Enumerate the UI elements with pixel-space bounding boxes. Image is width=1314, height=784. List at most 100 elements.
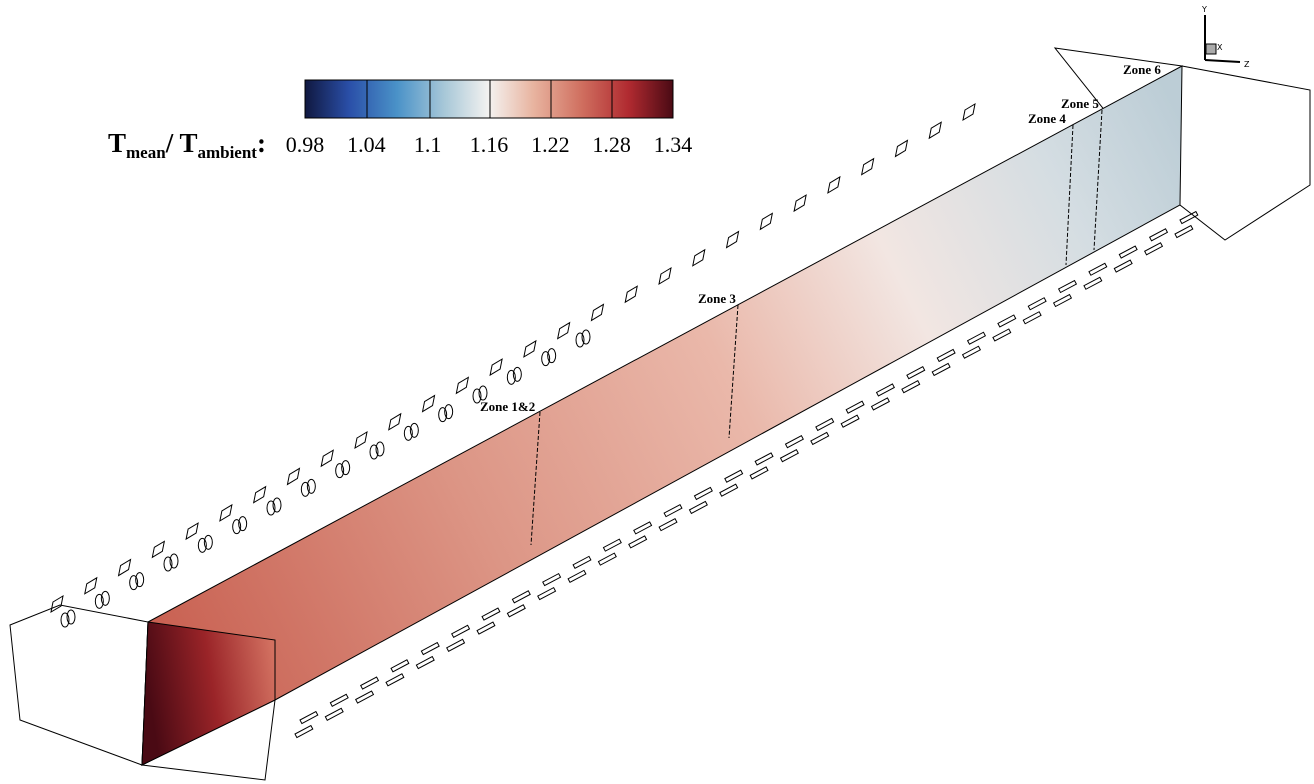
slot — [877, 384, 895, 396]
port — [828, 177, 840, 193]
port — [85, 578, 97, 594]
zone-label: Zone 6 — [1123, 62, 1161, 77]
port — [355, 432, 367, 448]
slot — [1145, 243, 1163, 255]
slot — [634, 522, 652, 534]
slot — [598, 553, 616, 565]
slot — [452, 625, 470, 637]
port — [254, 487, 266, 503]
port — [51, 596, 63, 612]
tick-label: 1.16 — [470, 132, 509, 157]
tick-label: 1.22 — [531, 132, 570, 157]
port — [895, 140, 907, 156]
port — [591, 304, 603, 320]
slot — [720, 484, 738, 496]
colorbar-label: Tmean/ Tambient: — [108, 128, 266, 162]
tick-label: 0.98 — [286, 132, 325, 157]
axis-label: Z — [1244, 60, 1250, 69]
port — [929, 122, 941, 138]
slot — [507, 605, 525, 617]
slot — [1059, 281, 1077, 293]
slot — [482, 608, 500, 620]
slot — [725, 470, 743, 482]
axis-label: X — [1217, 43, 1223, 52]
colorbar-ticks: 0.98 1.04 1.1 1.16 1.22 1.28 1.34 — [286, 132, 693, 157]
port — [186, 523, 198, 539]
slot — [968, 332, 986, 344]
port — [456, 377, 468, 393]
slot — [391, 660, 409, 672]
slot — [998, 315, 1016, 327]
port — [760, 213, 772, 229]
slot — [811, 432, 829, 444]
port — [287, 468, 299, 484]
slot — [1119, 246, 1137, 258]
tick-label: 1.04 — [347, 132, 386, 157]
port — [389, 414, 401, 430]
tick-label: 1.1 — [414, 132, 442, 157]
slot — [1054, 295, 1072, 307]
port — [119, 560, 131, 576]
slot — [421, 643, 439, 655]
port — [423, 396, 435, 412]
label-part: T — [108, 128, 126, 158]
page: {"colorbar": {"label": {"symbol": "T", "… — [0, 0, 1314, 784]
slot — [512, 591, 530, 603]
port — [625, 286, 637, 302]
colorbar — [305, 80, 673, 118]
port — [321, 450, 333, 466]
label-part: : — [257, 128, 266, 158]
slot — [907, 367, 925, 379]
port — [659, 268, 671, 284]
slot — [786, 436, 804, 448]
slot — [1028, 298, 1046, 310]
slot — [1089, 263, 1107, 275]
port — [862, 159, 874, 175]
slot — [361, 677, 379, 689]
label-part: / T — [165, 128, 198, 158]
port — [220, 505, 232, 521]
label-part: mean — [126, 143, 166, 162]
slot — [750, 467, 768, 479]
slot — [1180, 212, 1198, 224]
slot — [1150, 229, 1168, 241]
port — [693, 250, 705, 266]
tick-label: 1.28 — [592, 132, 631, 157]
port — [963, 104, 975, 120]
slot — [573, 556, 591, 568]
slot — [664, 505, 682, 517]
slot — [568, 570, 586, 582]
slot — [694, 487, 712, 499]
slot — [386, 674, 404, 686]
zone-label: Zone 4 — [1028, 111, 1066, 126]
slot — [300, 712, 318, 724]
slot — [538, 588, 556, 600]
scene: Zone 1&2 Zone 3 Zone 4 Zone 5 Zone 6 Y X… — [0, 0, 1314, 784]
port — [490, 359, 502, 375]
slot — [1023, 312, 1041, 324]
tick-label: 1.34 — [654, 132, 693, 157]
slot — [447, 639, 465, 651]
slot — [816, 418, 834, 430]
slot — [543, 574, 561, 586]
slot — [937, 349, 955, 361]
axis-triad: Y X Z — [1201, 5, 1250, 69]
slot — [330, 694, 348, 706]
zone-label: Zone 5 — [1061, 96, 1099, 111]
port — [524, 341, 536, 357]
slot — [689, 501, 707, 513]
slot — [932, 363, 950, 375]
slot — [1084, 277, 1102, 289]
slot — [325, 708, 343, 720]
contour-front — [142, 622, 275, 765]
slot — [629, 536, 647, 548]
slot — [477, 622, 495, 634]
slot — [846, 401, 864, 413]
port — [727, 232, 739, 248]
slot — [356, 691, 374, 703]
port — [794, 195, 806, 211]
zone-label: Zone 3 — [698, 291, 736, 306]
port — [558, 323, 570, 339]
slot — [1114, 260, 1132, 272]
zone-label: Zone 1&2 — [480, 399, 535, 414]
